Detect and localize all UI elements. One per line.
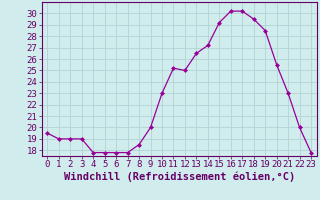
X-axis label: Windchill (Refroidissement éolien,°C): Windchill (Refroidissement éolien,°C): [64, 172, 295, 182]
